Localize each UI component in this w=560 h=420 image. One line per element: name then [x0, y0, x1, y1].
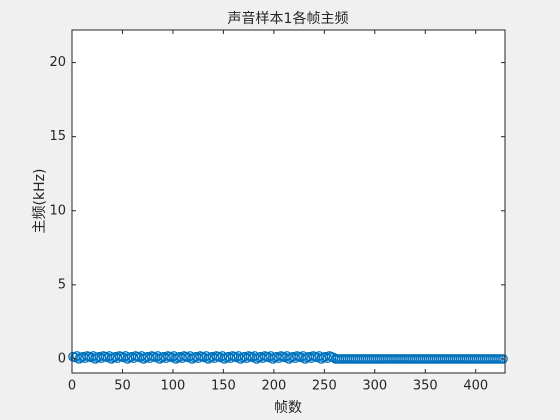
x-tick-label: 100 — [161, 379, 186, 394]
y-tick-label: 15 — [49, 129, 66, 144]
x-tick-label: 50 — [114, 379, 131, 394]
y-tick-label: 0 — [58, 351, 66, 366]
x-tick-label: 350 — [413, 379, 438, 394]
x-tick-label: 250 — [312, 379, 337, 394]
marks — [68, 351, 508, 364]
x-tick-label: 200 — [261, 379, 286, 394]
axes-box — [71, 29, 506, 374]
plot-area — [72, 30, 505, 373]
x-tick-label: 0 — [68, 379, 76, 394]
y-tick-label: 5 — [58, 277, 66, 292]
y-axis-label: 主频(kHz) — [32, 169, 48, 234]
x-tick-label: 150 — [211, 379, 236, 394]
x-tick-label: 300 — [362, 379, 387, 394]
x-tick-label: 400 — [463, 379, 488, 394]
x-axis-label: 帧数 — [274, 400, 302, 416]
point — [498, 354, 508, 364]
y-tick-label: 10 — [49, 203, 66, 218]
y-tick-label: 20 — [49, 55, 66, 70]
chart-title: 声音样本1各帧主频 — [228, 10, 349, 27]
